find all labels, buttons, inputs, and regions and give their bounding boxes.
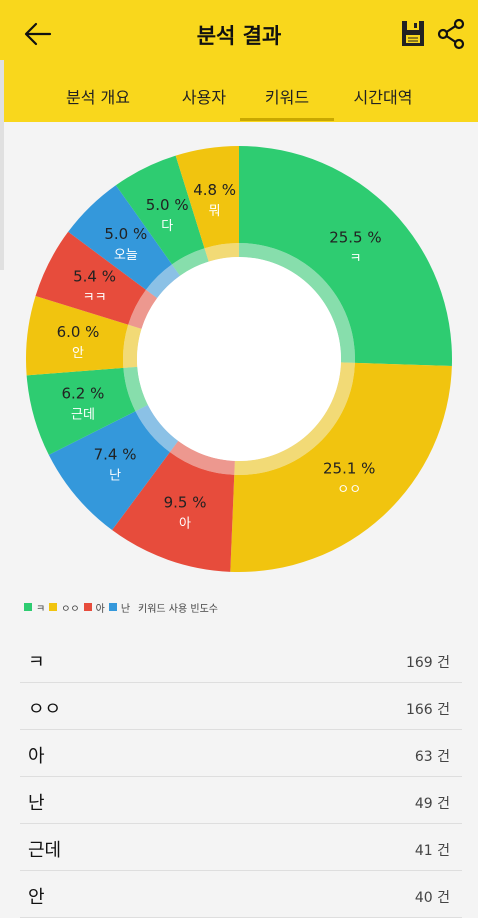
legend-swatch-3 xyxy=(108,603,117,611)
list-item[interactable]: ㅋ 169 건 xyxy=(20,636,462,683)
pie-slice[interactable] xyxy=(68,185,172,290)
legend-label-1: ㅇㅇ xyxy=(61,603,80,615)
slice-value-label: 25.1 % xyxy=(323,460,375,478)
slice-value-label: 5.4 % xyxy=(73,268,116,286)
chart-legend: ㅋ ㅇㅇ 아 난 키워드 사용 빈도수 xyxy=(24,600,218,615)
keyword-label: 근데 xyxy=(28,840,62,861)
pie-slice-inner-ring xyxy=(171,248,209,276)
slice-value-label: 6.0 % xyxy=(57,323,100,341)
slice-category-label: ㅇㅇ xyxy=(337,483,361,498)
pie-slice[interactable] xyxy=(115,155,205,265)
tab-time-range[interactable]: 시간대역 xyxy=(353,88,413,107)
slice-value-label: 6.2 % xyxy=(62,385,105,403)
keyword-list: ㅋ 169 건 ㅇㅇ 166 건 아 63 건 난 49 건 근데 41 건 안… xyxy=(20,636,462,918)
donut-hole xyxy=(137,257,341,461)
list-item[interactable]: 난 49 건 xyxy=(20,777,462,824)
slice-category-label: 뭐 xyxy=(209,204,221,219)
keyword-count: 63 건 xyxy=(414,749,450,765)
legend-swatch-0 xyxy=(24,603,32,611)
pie-slice[interactable] xyxy=(26,367,136,455)
pie-slice-inner-ring xyxy=(169,440,235,475)
pie-slice-inner-ring xyxy=(123,366,148,412)
keyword-label: ㅋ xyxy=(28,652,45,673)
slice-value-label: 4.8 % xyxy=(193,181,236,199)
tab-overview[interactable]: 분석 개요 xyxy=(66,88,130,107)
slice-category-label: 오늘 xyxy=(114,248,138,263)
slice-value-label: 5.0 % xyxy=(104,225,147,243)
tab-keywords[interactable]: 키워드 xyxy=(264,88,310,107)
pie-slice-inner-ring xyxy=(128,289,158,329)
keyword-count: 41 건 xyxy=(414,843,450,859)
list-item[interactable]: 아 63 건 xyxy=(20,730,462,777)
scroll-edge xyxy=(0,60,4,270)
pie-slice-inner-ring xyxy=(204,243,239,262)
pie-slice[interactable] xyxy=(230,362,452,572)
pie-slice-inner-ring xyxy=(234,362,355,475)
slice-value-label: 9.5 % xyxy=(164,494,207,512)
keyword-label: ㅇㅇ xyxy=(28,699,62,720)
keyword-count: 40 건 xyxy=(414,890,450,906)
slice-category-label: 다 xyxy=(161,219,173,234)
slice-value-label: 7.4 % xyxy=(94,445,137,463)
legend-label-3: 난 xyxy=(120,603,131,615)
slice-category-label: ㅋㅋ xyxy=(83,291,107,306)
legend-swatch-1 xyxy=(49,603,58,611)
slice-category-label: 아 xyxy=(179,517,191,532)
slice-category-label: 안 xyxy=(72,346,84,361)
page-title: 분석 결과 xyxy=(196,24,282,48)
keyword-count: 169 건 xyxy=(405,655,450,671)
tab-selected-indicator xyxy=(240,118,334,121)
pie-slice[interactable] xyxy=(239,146,452,367)
list-item[interactable]: 안 40 건 xyxy=(20,871,462,918)
tab-users[interactable]: 사용자 xyxy=(181,88,227,107)
slice-category-label: 근데 xyxy=(71,408,95,423)
save-icon[interactable] xyxy=(400,18,428,48)
pie-slice[interactable] xyxy=(112,452,235,572)
pie-slice[interactable] xyxy=(35,231,146,325)
arrow-left-icon[interactable] xyxy=(22,18,54,50)
pie-slice-inner-ring xyxy=(122,324,142,368)
slice-category-label: 난 xyxy=(109,468,121,483)
keyword-count: 166 건 xyxy=(405,702,450,718)
pie-slice-inner-ring xyxy=(145,264,181,299)
pie-slice[interactable] xyxy=(48,411,170,531)
tab-bar: 분석 개요 사용자 키워드 시간대역 xyxy=(0,78,478,122)
pie-slice-inner-ring xyxy=(239,243,355,363)
keyword-label: 안 xyxy=(28,887,45,908)
slice-category-label: ㅋ xyxy=(349,251,361,266)
list-item[interactable]: ㅇㅇ 166 건 xyxy=(20,683,462,730)
chart-container: 25.5 % ㅋ 25.1 % ㅇㅇ 9.5 % 아 7.4 % 난 6.2 % 근데 6.0 % 안… xyxy=(0,122,478,592)
legend-title: 키워드 사용 빈도수 xyxy=(138,603,218,615)
slice-value-label: 25.5 % xyxy=(329,228,381,246)
legend-label-2: 아 xyxy=(95,603,105,615)
keyword-label: 난 xyxy=(28,793,45,814)
legend-swatch-2 xyxy=(83,603,92,611)
legend-label-0: ㅋ xyxy=(36,603,46,615)
slice-value-label: 5.0 % xyxy=(146,196,189,214)
pie-slice-inner-ring xyxy=(135,404,179,453)
pie-slice[interactable] xyxy=(26,295,129,376)
share-icon[interactable] xyxy=(436,18,466,50)
donut-chart: 25.5 % ㅋ 25.1 % ㅇㅇ 9.5 % 아 7.4 % 난 6.2 % 근데 6.0 % 안… xyxy=(26,146,452,572)
pie-slice[interactable] xyxy=(175,146,239,249)
keyword-count: 49 건 xyxy=(414,796,450,812)
keyword-label: 아 xyxy=(28,746,45,767)
app-bar: 분석 결과 분석 개요 사용자 키워드 시간대역 xyxy=(0,0,478,122)
list-item[interactable]: 근데 41 건 xyxy=(20,824,462,871)
